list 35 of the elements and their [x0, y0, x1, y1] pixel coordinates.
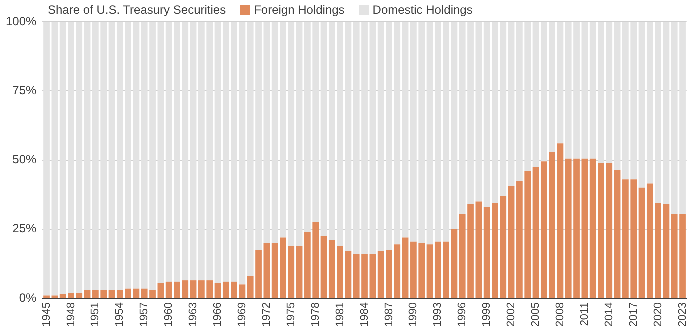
x-tick-label: 1972 [260, 302, 273, 328]
x-tick-label: 1966 [212, 302, 224, 328]
y-tick-label: 0% [19, 290, 38, 305]
x-tick-label: 2011 [578, 302, 591, 326]
x-tick-label: 1984 [358, 302, 371, 328]
x-tick-label: 1993 [432, 302, 444, 328]
x-tick-label: 2014 [603, 302, 616, 328]
x-tick-label: 1963 [188, 302, 200, 328]
y-tick-label: 50% [12, 152, 38, 167]
x-tick-label: 1951 [90, 302, 102, 328]
y-tick-label: 100% [6, 14, 38, 28]
x-tick-label: 2002 [506, 302, 518, 328]
x-tick-label: 2023 [676, 302, 689, 328]
x-tick-label: 1987 [383, 302, 396, 328]
x-tick-label: 1996 [456, 302, 469, 328]
y-tick-label: 75% [12, 83, 38, 98]
x-tick-label: 2020 [652, 302, 664, 328]
x-tick-label: 1957 [138, 302, 151, 328]
x-tick-label: 2017 [628, 302, 640, 328]
legend-label: Foreign Holdings [254, 3, 345, 17]
legend-label: Domestic Holdings [372, 3, 473, 17]
x-tick-label: 1981 [334, 302, 346, 328]
x-tick-label: 1975 [285, 302, 298, 328]
x-tick-label: 1948 [65, 302, 78, 328]
x-tick-label: 1960 [163, 302, 176, 328]
legend-title: Share of U.S. Treasury Securities [48, 3, 226, 17]
x-tick-label: 1990 [408, 302, 420, 328]
y-tick-label: 25% [12, 222, 38, 236]
x-tick-label: 1954 [114, 302, 126, 328]
x-tick-label: 1945 [40, 302, 53, 328]
x-tick-label: 1969 [236, 302, 248, 328]
x-tick-label: 2008 [554, 302, 566, 328]
x-tick-label: 1978 [310, 302, 322, 328]
x-tick-label: 2005 [530, 302, 542, 328]
x-tick-label: 1999 [481, 302, 494, 328]
